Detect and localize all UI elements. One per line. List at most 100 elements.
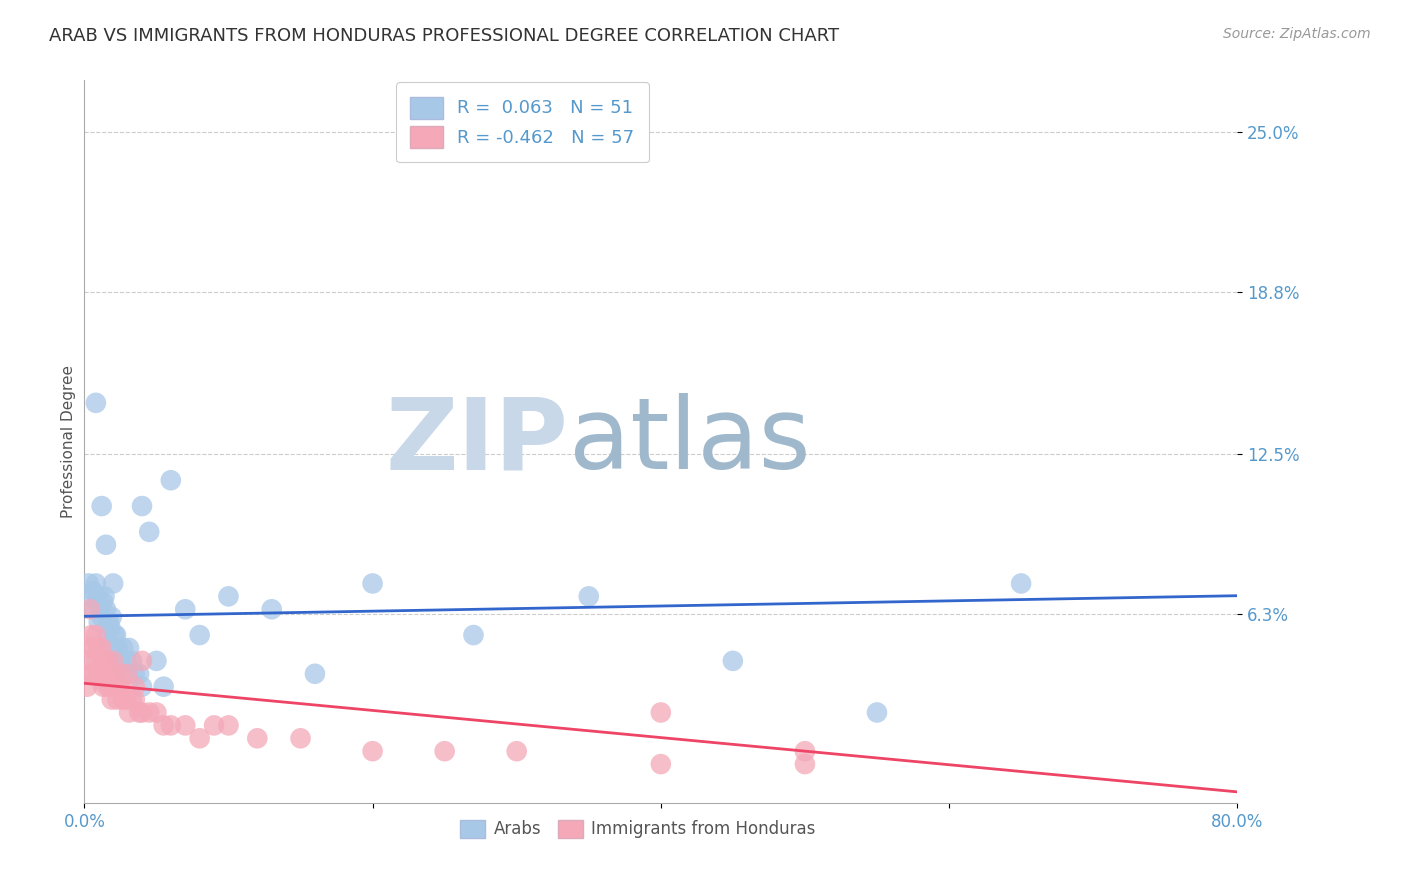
Point [91, 680, 114, 694]
Point [105, 680, 128, 694]
Point [202, 718, 225, 732]
Point [90, 610, 112, 624]
Point [110, 666, 132, 681]
Point [90, 499, 112, 513]
Point [93, 590, 115, 604]
Point [103, 576, 124, 591]
Point [131, 680, 153, 694]
Point [89, 666, 111, 681]
Point [87, 590, 110, 604]
Point [86, 594, 108, 608]
Point [98, 620, 121, 634]
Point [721, 654, 744, 668]
Text: ARAB VS IMMIGRANTS FROM HONDURAS PROFESSIONAL DEGREE CORRELATION CHART: ARAB VS IMMIGRANTS FROM HONDURAS PROFESS… [49, 27, 839, 45]
Point [96, 628, 118, 642]
Point [94, 602, 117, 616]
Point [112, 640, 135, 655]
Point [107, 692, 129, 706]
Legend: Arabs, Immigrants from Honduras: Arabs, Immigrants from Honduras [453, 813, 823, 845]
Point [218, 590, 240, 604]
Point [90, 640, 112, 655]
Point [112, 692, 135, 706]
Text: atlas: atlas [568, 393, 810, 490]
Point [77, 640, 100, 655]
Point [794, 757, 817, 772]
Point [188, 628, 211, 642]
Point [145, 654, 167, 668]
Point [152, 680, 174, 694]
Point [121, 654, 143, 668]
Point [100, 692, 122, 706]
Point [160, 718, 183, 732]
Point [84, 654, 107, 668]
Point [104, 680, 127, 694]
Point [578, 590, 600, 604]
Point [1010, 576, 1032, 591]
Point [82, 666, 104, 681]
Point [174, 602, 197, 616]
Point [304, 666, 326, 681]
Point [866, 706, 889, 720]
Point [86, 666, 108, 681]
Point [103, 666, 124, 681]
Point [117, 666, 139, 681]
Point [98, 680, 121, 694]
Point [794, 744, 817, 758]
Point [97, 666, 120, 681]
Point [110, 680, 132, 694]
Point [160, 473, 183, 487]
Point [84, 576, 107, 591]
Point [115, 692, 138, 706]
Point [107, 640, 129, 655]
Point [76, 680, 98, 694]
Point [290, 731, 312, 746]
Point [650, 706, 672, 720]
Point [124, 680, 146, 694]
Point [83, 602, 105, 616]
Point [138, 706, 160, 720]
Point [121, 692, 143, 706]
Text: ZIP: ZIP [385, 393, 568, 490]
Point [75, 666, 97, 681]
Text: Source: ZipAtlas.com: Source: ZipAtlas.com [1223, 27, 1371, 41]
Point [80, 590, 103, 604]
Point [361, 576, 384, 591]
Point [145, 706, 167, 720]
Point [131, 706, 153, 720]
Point [115, 654, 138, 668]
Point [79, 602, 101, 616]
Point [433, 744, 456, 758]
Point [103, 654, 124, 668]
Point [124, 666, 146, 681]
Point [89, 602, 111, 616]
Point [77, 576, 100, 591]
Point [90, 654, 112, 668]
Point [110, 654, 132, 668]
Point [246, 731, 269, 746]
Point [83, 640, 105, 655]
Point [87, 615, 110, 630]
Point [91, 594, 114, 608]
Point [118, 706, 141, 720]
Point [138, 524, 160, 539]
Point [104, 628, 127, 642]
Point [84, 628, 107, 642]
Point [87, 640, 110, 655]
Point [94, 538, 117, 552]
Point [124, 692, 146, 706]
Point [84, 396, 107, 410]
Y-axis label: Professional Degree: Professional Degree [60, 365, 76, 518]
Point [650, 757, 672, 772]
Point [128, 706, 150, 720]
Point [117, 666, 139, 681]
Point [96, 654, 118, 668]
Point [506, 744, 529, 758]
Point [100, 610, 122, 624]
Point [82, 584, 104, 599]
Point [218, 718, 240, 732]
Point [97, 615, 120, 630]
Point [131, 654, 153, 668]
Point [93, 666, 115, 681]
Point [94, 654, 117, 668]
Point [80, 628, 103, 642]
